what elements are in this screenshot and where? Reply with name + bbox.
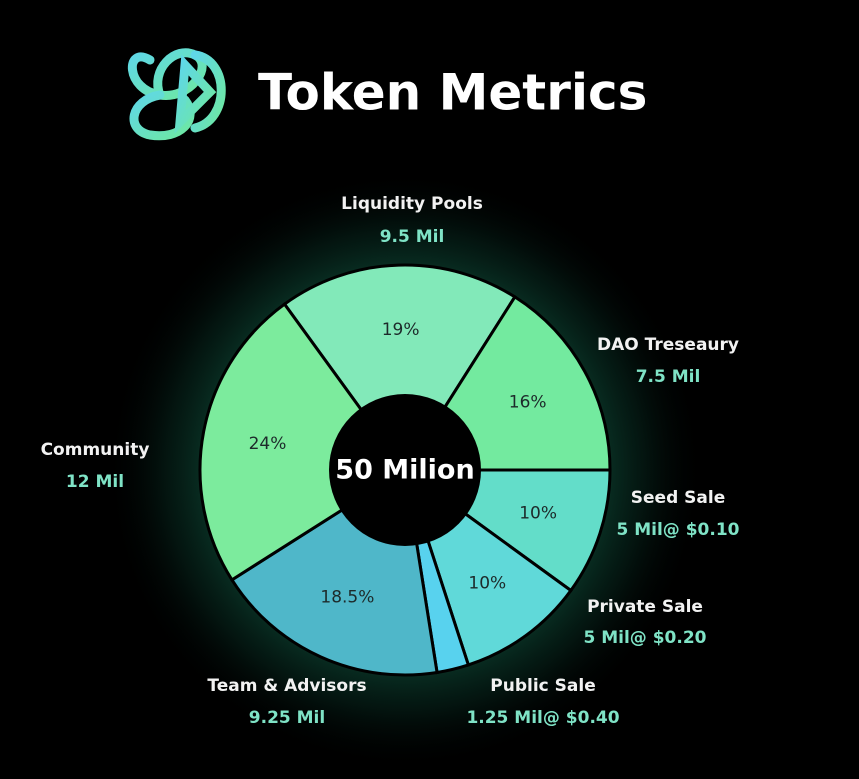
category-label: Liquidity Pools [341,194,483,214]
amount-label: 12 Mil [66,472,124,492]
slice-label: 10% [519,503,557,523]
slice-label: 24% [249,434,287,454]
category-label: Community [41,440,150,460]
slice-label: 16% [509,393,547,413]
slice-label: 18.5% [320,588,374,608]
amount-label: 5 Mil@ $0.10 [616,520,739,540]
slice-label: 10% [468,573,506,593]
amount-label: 7.5 Mil [636,367,701,387]
category-label: Seed Sale [631,488,725,508]
amount-label: 9.25 Mil [249,708,325,728]
donut-hole [329,394,481,546]
chart-title: Token Metrics [258,64,647,122]
logo [127,48,226,141]
category-label: Team & Advisors [207,676,366,696]
amount-label: 1.25 Mil@ $0.40 [466,708,619,728]
center-label: 50 Milion [335,455,474,486]
category-label: Private Sale [587,597,703,617]
category-label: Public Sale [490,676,595,696]
category-label: DAO Treseaury [597,335,739,355]
slice-label: 19% [382,320,420,340]
amount-label: 5 Mil@ $0.20 [583,628,706,648]
amount-label: 9.5 Mil [380,227,445,247]
